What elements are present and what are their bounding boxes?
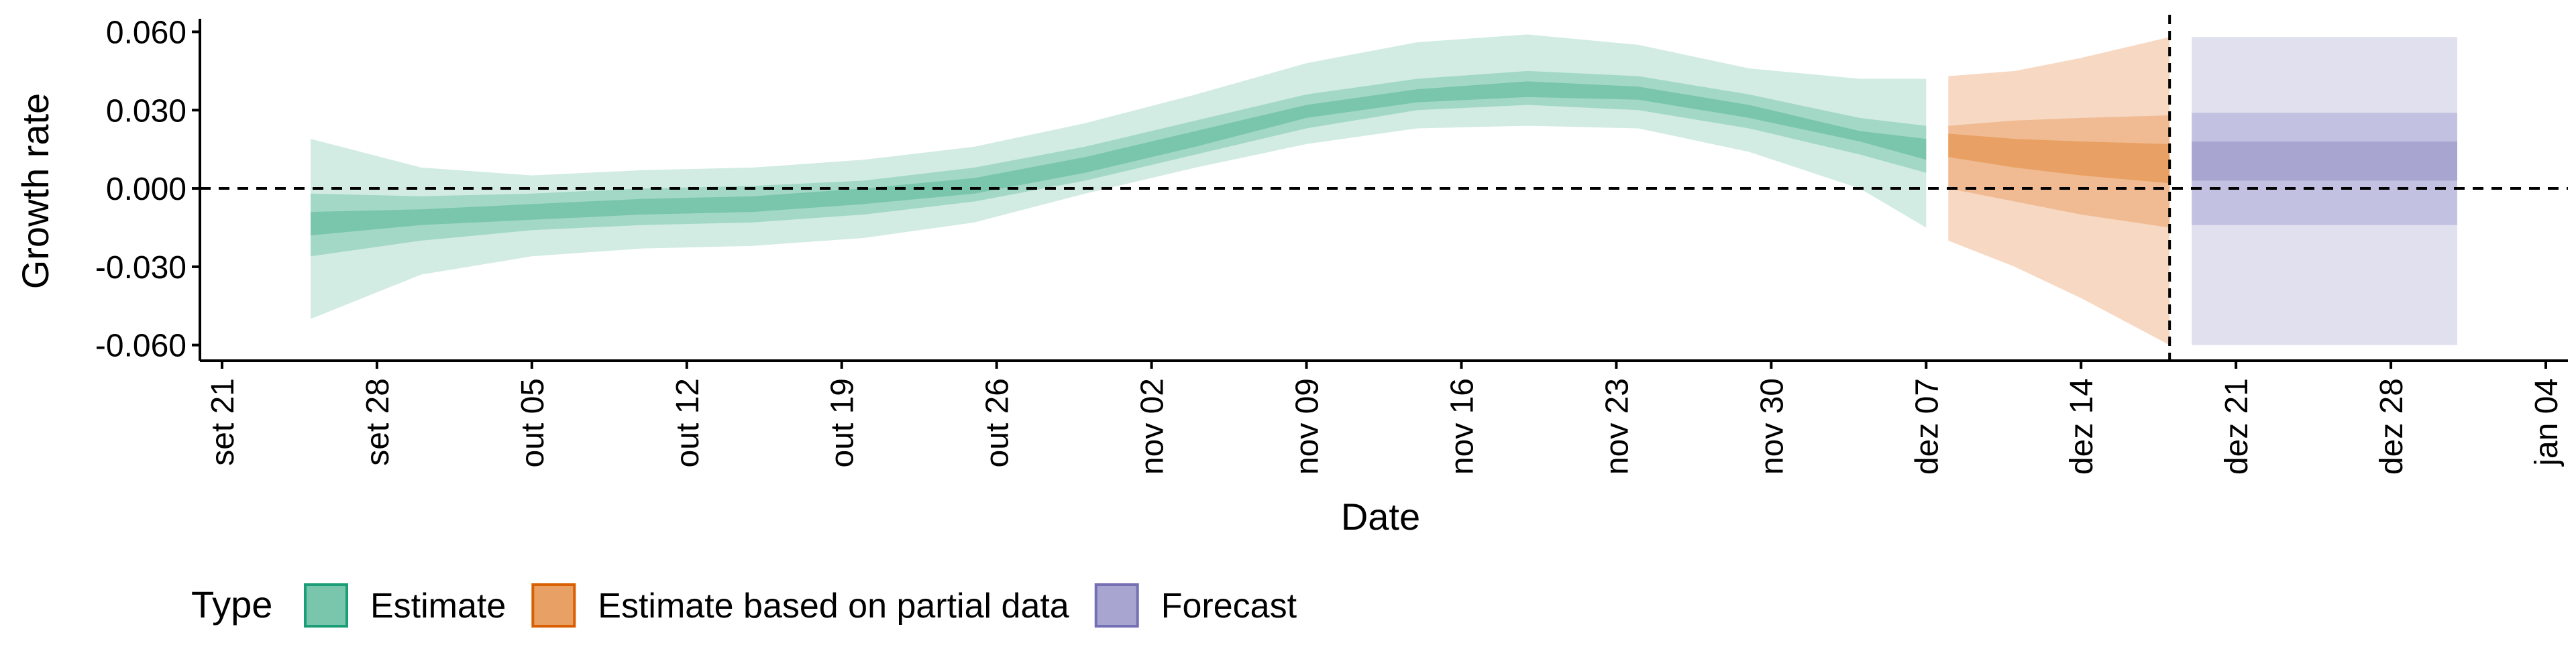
x-axis-title: Date (1341, 495, 1420, 538)
legend-title: Type (191, 583, 272, 626)
x-tick-label: nov 16 (1445, 378, 1481, 475)
legend-label: Estimate (370, 587, 506, 626)
legend-item-1: Estimate based on partial data (531, 583, 1069, 628)
y-axis-title: Growth rate (14, 93, 56, 290)
x-tick-label: out 12 (670, 378, 706, 467)
legend-swatch (1094, 583, 1139, 628)
series-1 (1948, 37, 2170, 345)
legend-label: Estimate based on partial data (598, 587, 1069, 626)
y-tick-label: 0.000 (106, 172, 186, 207)
x-tick-label: nov 02 (1135, 378, 1171, 475)
y-tick-label: -0.060 (95, 329, 186, 364)
x-tick-label: set 28 (360, 378, 396, 466)
x-tick-label: out 26 (980, 378, 1016, 467)
legend-label: Forecast (1161, 587, 1297, 626)
legend-swatch (531, 583, 576, 628)
series-0 (311, 34, 1927, 319)
x-tick-label: nov 30 (1754, 378, 1790, 475)
y-tick-label: 0.030 (106, 93, 186, 129)
legend-item-2: Forecast (1094, 583, 1297, 628)
x-tick-label: dez 28 (2374, 378, 2410, 475)
band-inner-series-2 (2192, 141, 2457, 181)
band-inner-series-0 (311, 81, 1927, 236)
legend: Type Estimate Estimate based on partial da… (191, 583, 1297, 628)
x-tick-label: out 19 (825, 378, 861, 467)
x-tick-label: nov 09 (1290, 378, 1326, 475)
x-tick-label: out 05 (515, 378, 551, 467)
band-outer-series-0 (311, 34, 1927, 319)
legend-item-0: Estimate (304, 583, 506, 628)
y-tick-label: -0.030 (95, 250, 186, 286)
axes-layer: 0.060 0.030 0.000 -0.030 -0.060 set 21 set 28 o… (95, 15, 2568, 475)
x-tick-label: dez 14 (2064, 378, 2100, 475)
reference-lines (200, 15, 2568, 361)
x-tick-label: dez 07 (1909, 378, 1945, 475)
legend-swatch (304, 583, 348, 628)
x-tick-label: nov 23 (1599, 378, 1635, 475)
band-inner-series-1 (1948, 133, 2170, 184)
x-tick-label: dez 21 (2219, 378, 2255, 475)
y-tick-label: 0.060 (106, 15, 186, 50)
band-layer (311, 34, 2457, 345)
x-tick-label: set 21 (205, 378, 241, 466)
x-tick-label: jan 04 (2529, 378, 2565, 467)
series-2 (2192, 37, 2457, 345)
